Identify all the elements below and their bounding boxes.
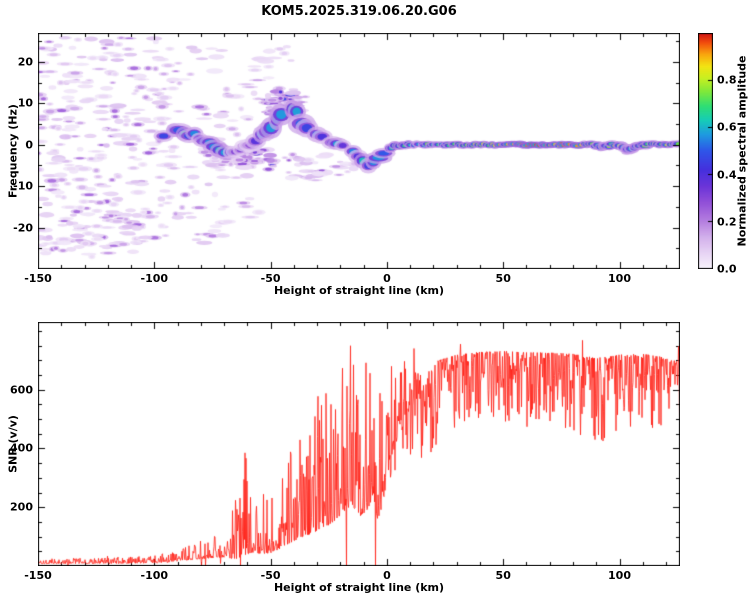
figure-title: KOM5.2025.319.06.20.G06 xyxy=(261,4,457,19)
snr-x-tick-label: -50 xyxy=(260,569,281,582)
spectrogram-y-tick-label: 0 xyxy=(25,138,33,152)
snr-canvas xyxy=(38,322,680,566)
colorbar-tick-label: 0.0 xyxy=(717,262,737,276)
colorbar-tick-label: 0.2 xyxy=(717,215,737,229)
spectrogram-y-tick-label: 10 xyxy=(17,96,33,110)
snr-x-tick-label: 100 xyxy=(608,569,631,582)
snr-x-axis-label: Height of straight line (km) xyxy=(273,581,445,594)
spectrogram-y-tick-label: -20 xyxy=(13,221,33,235)
spectrogram-x-tick-label: 100 xyxy=(608,272,631,285)
spectrogram-x-tick-label: 50 xyxy=(495,272,511,285)
spectrogram-canvas xyxy=(38,33,680,269)
snr-x-tick-label: 0 xyxy=(383,569,391,582)
spectrogram-x-tick-label: -50 xyxy=(260,272,281,285)
spectrogram-x-tick-label: -100 xyxy=(140,272,169,285)
colorbar-tick-label: 0.6 xyxy=(717,120,737,134)
colorbar-label: Normalized spectral amplitude xyxy=(735,55,749,247)
snr-y-tick-label: 400 xyxy=(10,441,33,455)
snr-x-tick-label: 50 xyxy=(495,569,511,582)
snr-x-tick-label: -150 xyxy=(24,569,52,582)
snr-y-tick-label: 200 xyxy=(10,500,33,514)
colorbar-tick-label: 0.8 xyxy=(717,73,737,87)
spectrogram-y-tick-label: 20 xyxy=(17,55,33,69)
snr-x-tick-label: -100 xyxy=(140,569,169,582)
colorbar-tick-label: 0.4 xyxy=(717,168,737,182)
colorbar-canvas xyxy=(698,33,713,269)
spectrogram-x-tick-label: 0 xyxy=(383,272,391,285)
snr-y-tick-label: 600 xyxy=(10,383,33,397)
spectrogram-x-tick-label: -150 xyxy=(24,272,52,285)
spectrogram-y-tick-label: -10 xyxy=(13,179,33,193)
spectrogram-x-axis-label: Height of straight line (km) xyxy=(273,284,445,297)
